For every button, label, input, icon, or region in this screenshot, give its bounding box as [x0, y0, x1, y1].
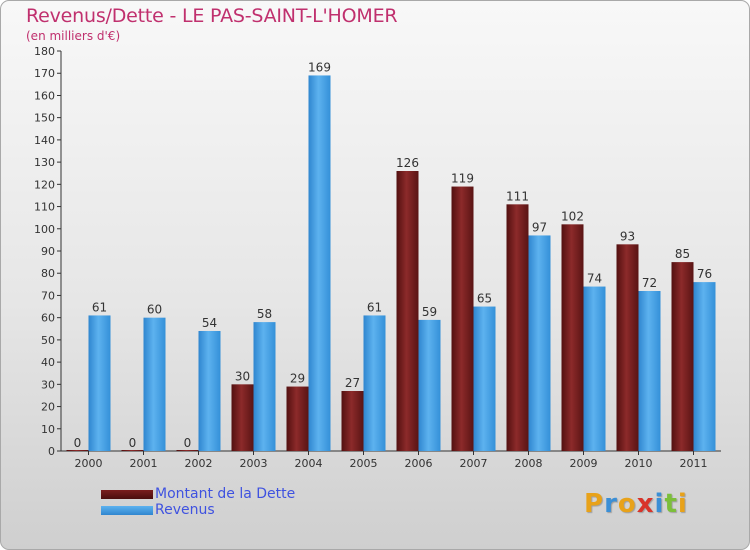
- data-label-debt: 85: [675, 247, 690, 261]
- y-tick-label: 180: [34, 45, 55, 58]
- data-label-debt: 126: [396, 156, 419, 170]
- y-tick-label: 20: [41, 401, 55, 414]
- chart-subtitle: (en milliers d'€): [26, 29, 121, 43]
- x-tick-label: 2005: [350, 457, 378, 470]
- legend-swatch-revenue: [101, 506, 153, 515]
- y-tick-label: 50: [41, 334, 55, 347]
- data-label-revenue: 74: [587, 272, 602, 286]
- data-label-revenue: 60: [147, 303, 162, 317]
- data-label-revenue: 169: [308, 60, 331, 74]
- x-tick-label: 2004: [295, 457, 323, 470]
- bar-debt: [671, 262, 694, 451]
- logo-letter: i: [654, 489, 665, 519]
- data-label-revenue: 97: [532, 220, 547, 234]
- bar-revenue: [143, 317, 166, 451]
- data-label-debt: 27: [345, 376, 360, 390]
- y-tick-label: 10: [41, 423, 55, 436]
- logo-letter: P: [584, 489, 605, 519]
- data-label-debt: 0: [184, 436, 192, 450]
- logo-letter: t: [664, 489, 678, 519]
- bar-revenue: [638, 291, 661, 451]
- bar-revenue: [583, 286, 606, 451]
- data-label-revenue: 61: [92, 300, 107, 314]
- chart-title: Revenus/Dette - LE PAS-SAINT-L'HOMER: [26, 5, 398, 27]
- axes: 0102030405060708090100110120130140150160…: [34, 45, 721, 470]
- bar-revenue: [418, 319, 441, 451]
- x-tick-label: 2006: [405, 457, 433, 470]
- bar-debt: [66, 450, 89, 451]
- data-label-revenue: 54: [202, 316, 217, 330]
- bar-revenue: [308, 75, 331, 451]
- y-tick-label: 110: [34, 201, 55, 214]
- y-tick-label: 120: [34, 178, 55, 191]
- x-tick-label: 2010: [625, 457, 653, 470]
- data-label-debt: 102: [561, 209, 584, 223]
- proxiti-logo: Proxiti: [584, 489, 688, 519]
- legend-label-debt: Montant de la Dette: [155, 486, 296, 502]
- logo-letter: x: [636, 489, 655, 519]
- bars: [66, 75, 716, 452]
- data-label-debt: 29: [290, 372, 305, 386]
- x-tick-label: 2001: [130, 457, 158, 470]
- data-label-debt: 0: [129, 436, 137, 450]
- x-tick-label: 2009: [570, 457, 598, 470]
- y-tick-label: 160: [34, 89, 55, 102]
- y-tick-label: 170: [34, 67, 55, 80]
- bar-debt: [616, 244, 639, 451]
- data-label-revenue: 61: [367, 300, 382, 314]
- y-tick-label: 140: [34, 134, 55, 147]
- bar-debt: [451, 186, 474, 452]
- bar-debt: [231, 384, 254, 451]
- x-tick-label: 2000: [75, 457, 103, 470]
- y-tick-label: 90: [41, 245, 55, 258]
- x-tick-label: 2002: [185, 457, 213, 470]
- data-label-debt: 111: [506, 189, 529, 203]
- y-tick-label: 130: [34, 156, 55, 169]
- data-label-debt: 93: [620, 229, 635, 243]
- y-tick-label: 40: [41, 356, 55, 369]
- bar-revenue: [473, 306, 496, 451]
- bar-revenue: [528, 235, 551, 451]
- data-label-revenue: 58: [257, 307, 272, 321]
- data-label-revenue: 76: [697, 267, 712, 281]
- logo-letter: i: [677, 489, 688, 519]
- legend-label-revenue: Revenus: [155, 502, 215, 518]
- y-tick-label: 150: [34, 112, 55, 125]
- y-tick-label: 0: [48, 445, 55, 458]
- bar-debt: [506, 204, 529, 451]
- y-tick-label: 30: [41, 378, 55, 391]
- bar-revenue: [88, 315, 111, 451]
- bar-revenue: [198, 331, 221, 451]
- bar-revenue: [363, 315, 386, 451]
- data-label-debt: 30: [235, 369, 250, 383]
- logo-letter: r: [604, 489, 618, 519]
- bar-debt: [341, 391, 364, 451]
- bar-debt: [396, 171, 419, 451]
- data-label-debt: 119: [451, 172, 474, 186]
- x-tick-label: 2003: [240, 457, 268, 470]
- x-tick-label: 2008: [515, 457, 543, 470]
- x-tick-label: 2011: [680, 457, 708, 470]
- data-label-revenue: 72: [642, 276, 657, 290]
- logo-letter: o: [617, 489, 637, 519]
- data-label-revenue: 65: [477, 292, 492, 306]
- bar-debt: [176, 450, 199, 451]
- bar-debt: [121, 450, 144, 451]
- y-tick-label: 100: [34, 223, 55, 236]
- y-tick-label: 80: [41, 267, 55, 280]
- y-tick-label: 70: [41, 289, 55, 302]
- bar-revenue: [693, 282, 716, 451]
- bar-debt: [561, 224, 584, 451]
- legend-swatch-debt: [101, 490, 153, 499]
- value-labels: 0 61 0 60 0 54 30 58 29 169 27 61 126 59 119 65 111 97 102…: [74, 60, 712, 450]
- bar-revenue: [253, 322, 276, 451]
- y-tick-label: 60: [41, 312, 55, 325]
- data-label-debt: 0: [74, 436, 82, 450]
- x-tick-label: 2007: [460, 457, 488, 470]
- data-label-revenue: 59: [422, 305, 437, 319]
- bar-debt: [286, 386, 309, 451]
